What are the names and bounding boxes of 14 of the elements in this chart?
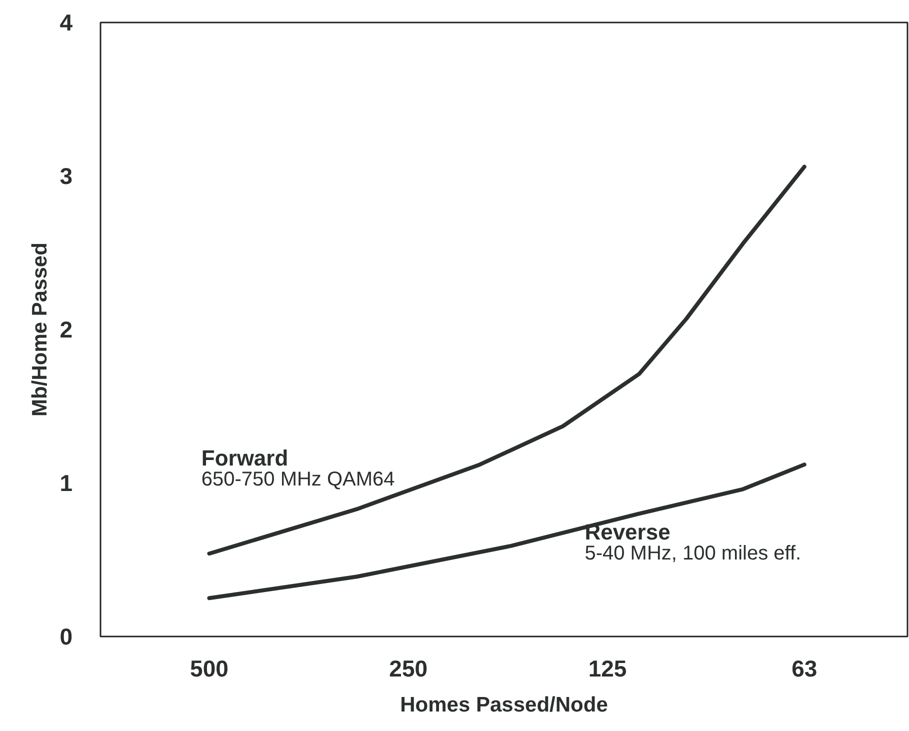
y-tick-label: 1 xyxy=(60,470,73,496)
x-tick-label: 125 xyxy=(588,656,627,682)
x-tick-label: 63 xyxy=(792,656,818,682)
y-tick-label: 4 xyxy=(60,10,73,36)
text: Forward xyxy=(201,446,288,471)
annotation: 5-40 MHz, 100 miles eff. xyxy=(584,542,802,564)
y-tick-label: 3 xyxy=(60,163,73,189)
y-axis-title: Mb/Home Passed xyxy=(28,242,52,416)
annotation: 650-750 MHz QAM64 xyxy=(201,468,395,491)
x-axis-title: Homes Passed/Node xyxy=(400,694,608,716)
y-tick-label: 0 xyxy=(60,624,73,650)
x-tick-label: 500 xyxy=(190,656,228,682)
y-tick-label: 2 xyxy=(60,316,73,342)
x-tick-label: 250 xyxy=(389,656,428,682)
